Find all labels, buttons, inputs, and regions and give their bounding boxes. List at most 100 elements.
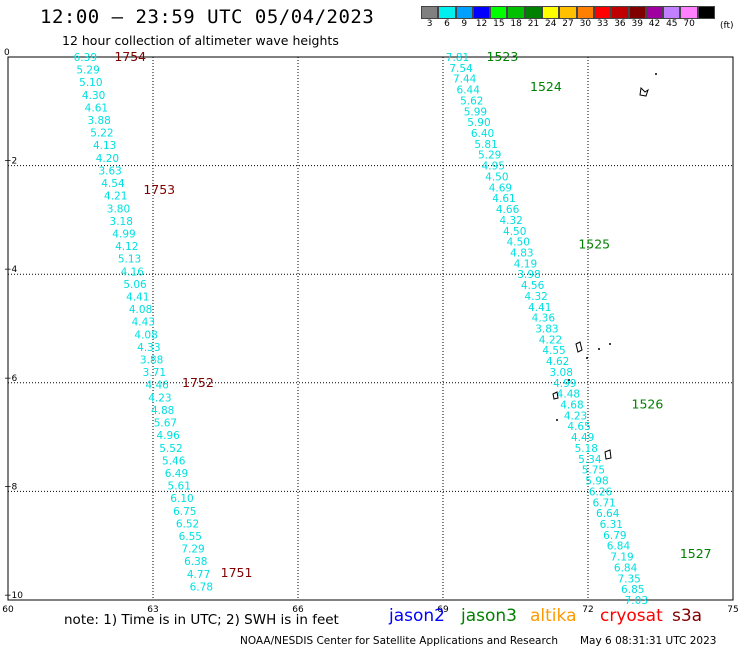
wave-height-value: 4.95 (482, 161, 505, 173)
wave-height-value: 4.22 (539, 334, 562, 346)
color-swatch-label: 9 (461, 19, 468, 29)
color-swatch-label: 33 (596, 19, 609, 29)
credit-line: NOAA/NESDIS Center for Satellite Applica… (240, 635, 558, 647)
wave-height-value: 4.48 (557, 389, 580, 401)
wave-height-value: 6.84 (614, 562, 638, 574)
island-outline (639, 86, 649, 97)
wave-height-value: 4.08 (134, 329, 157, 341)
wave-height-value: 6.52 (176, 518, 199, 530)
longitude-tick-label: 60 (2, 605, 14, 615)
wave-height-value: 5.34 (578, 454, 602, 466)
wave-height-value: 4.50 (485, 171, 508, 183)
color-swatch (507, 6, 525, 19)
color-swatch (593, 6, 612, 19)
wave-height-value: 6.38 (184, 556, 207, 568)
wave-height-value: 4.66 (496, 204, 520, 216)
wave-height-value: 4.36 (532, 313, 556, 325)
wave-height-value: 5.90 (467, 117, 490, 129)
color-swatch-label: 21 (527, 19, 540, 29)
wave-height-value: 4.99 (553, 378, 576, 390)
wave-height-value: 4.46 (145, 380, 169, 392)
color-swatch-label: 18 (510, 19, 522, 29)
wave-height-value: 4.61 (85, 102, 108, 114)
wave-height-value: 4.96 (156, 430, 180, 442)
wave-height-value: 4.12 (115, 241, 138, 253)
islet (556, 419, 558, 421)
latitude-tick-label: 0 (4, 48, 10, 58)
wave-height-value: 7.81 (446, 52, 469, 64)
wave-height-value: 4.23 (564, 410, 587, 422)
color-swatch (680, 6, 698, 19)
generated-timestamp: May 6 08:31:31 UTC 2023 (580, 635, 717, 647)
wave-height-value: 4.61 (492, 193, 515, 205)
wave-height-value: 5.98 (585, 476, 608, 488)
color-swatch (421, 6, 439, 19)
legend-cryosat: cryosat (600, 606, 663, 626)
wave-height-value: 4.20 (96, 153, 119, 165)
wave-height-value: 6.31 (600, 519, 623, 531)
color-swatch (628, 6, 646, 19)
wave-height-value: 5.10 (79, 77, 102, 89)
wave-height-value: 6.75 (173, 506, 196, 518)
pass-time-label: 1754 (114, 49, 146, 64)
wave-height-value: 3.88 (140, 355, 163, 367)
wave-height-value: 4.68 (560, 400, 583, 412)
legend-jason3: jason3 (461, 606, 517, 626)
wave-height-value: 4.83 (510, 247, 533, 259)
color-swatch-label: 27 (562, 19, 574, 29)
color-swatch-label: 45 (666, 19, 678, 29)
wave-height-value: 3.83 (535, 324, 558, 336)
wave-height-value: 4.54 (101, 178, 125, 190)
pass-time-label: 1752 (182, 375, 214, 390)
color-swatch (611, 6, 629, 19)
wave-height-value: 6.84 (607, 541, 631, 553)
color-swatch (438, 6, 456, 19)
color-swatch-label: 3 (426, 19, 433, 29)
color-swatch-label: 42 (648, 19, 661, 29)
wave-height-value: 4.50 (503, 226, 526, 238)
color-swatch (490, 6, 508, 19)
latitude-tick-label: −6 (4, 374, 18, 384)
wave-height-value: 4.88 (151, 405, 174, 417)
wave-height-value: 3.71 (143, 367, 166, 379)
wave-height-value: 5.46 (162, 455, 186, 467)
wave-height-value: 3.98 (517, 269, 540, 281)
wave-height-value: 4.43 (132, 317, 155, 329)
pass-time-label: 1525 (578, 236, 610, 251)
pass-time-label: 1527 (680, 546, 712, 561)
wave-height-value: 4.41 (126, 292, 149, 304)
color-swatch-label: 30 (579, 19, 592, 29)
wave-height-value: 3.88 (87, 115, 110, 127)
color-swatch (455, 6, 473, 19)
wave-height-value: 4.16 (121, 266, 145, 278)
color-swatch-label: 36 (614, 19, 626, 29)
wave-height-value: 6.85 (621, 584, 644, 596)
wave-height-value: 6.10 (170, 493, 193, 505)
wave-height-value: 7.35 (617, 573, 640, 585)
wave-height-value: 4.55 (542, 345, 565, 357)
wave-height-value: 7.03 (625, 595, 648, 607)
wave-height-value: 4.23 (148, 392, 171, 404)
color-swatch (524, 6, 543, 19)
wave-height-value: 3.18 (110, 216, 133, 228)
island-outline (575, 341, 583, 353)
wave-height-value: 4.99 (112, 228, 135, 240)
color-swatch-label: 12 (475, 19, 488, 29)
wave-height-value: 4.69 (489, 182, 512, 194)
wave-height-value: 5.22 (90, 128, 113, 140)
color-swatch (576, 6, 594, 19)
color-swatch-label: 70 (683, 19, 695, 29)
wave-height-value: 4.49 (571, 432, 594, 444)
color-swatch (472, 6, 491, 19)
color-swatch-label: 6 (444, 19, 450, 29)
map-title: 12:00 – 23:59 UTC 05/04/2023 (40, 6, 375, 28)
wave-height-value: 7.54 (449, 63, 473, 75)
wave-height-value: 7.44 (453, 74, 477, 86)
color-swatch-label: 24 (545, 19, 557, 29)
wave-height-value: 4.32 (499, 215, 522, 227)
wave-height-value: 4.19 (514, 258, 537, 270)
islet (598, 348, 600, 350)
wave-height-value: 4.41 (528, 302, 551, 314)
latitude-tick-label: −4 (4, 265, 18, 275)
pass-time-label: 1523 (487, 49, 519, 64)
